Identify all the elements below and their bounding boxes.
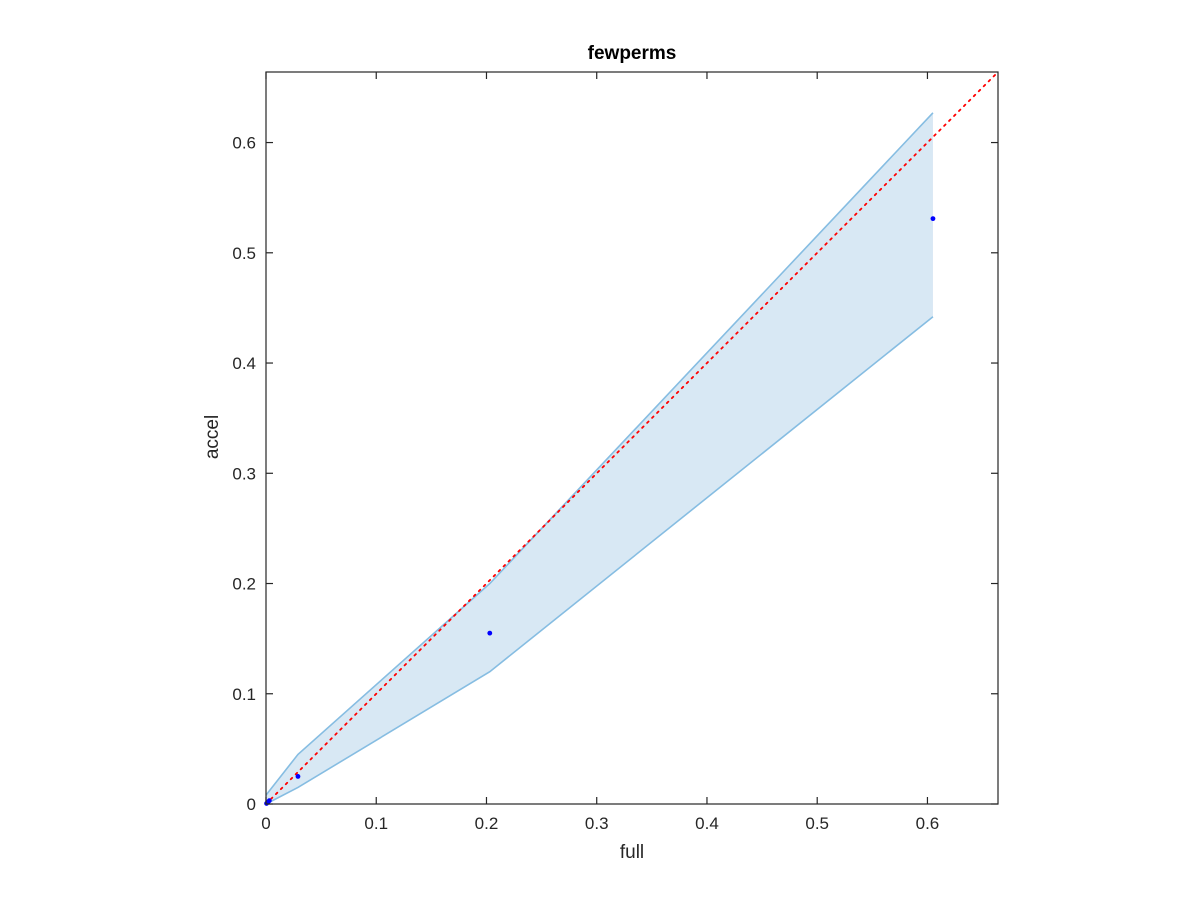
- x-tick-label: 0.6: [916, 814, 940, 833]
- data-point: [295, 774, 301, 779]
- data-point: [266, 798, 272, 804]
- x-tick-label: 0.3: [585, 814, 609, 833]
- x-tick-label: 0: [261, 814, 270, 833]
- axes-box: [265, 71, 999, 805]
- x-tick-label: 0.4: [695, 814, 719, 833]
- y-tick-label: 0.2: [232, 575, 256, 594]
- x-tick-label: 0.2: [475, 814, 499, 833]
- x-axis-label: full: [620, 842, 644, 863]
- chart-title: fewperms: [588, 43, 677, 64]
- data-point: [930, 216, 936, 222]
- reference-line: [265, 71, 999, 805]
- y-tick-label: 0.5: [232, 244, 256, 263]
- y-axis-label: accel: [202, 415, 223, 459]
- band-fill: [266, 112, 933, 804]
- y-tick-label: 0.1: [232, 685, 256, 704]
- plot-area: [264, 71, 999, 806]
- x-tick-label: 0.5: [805, 814, 829, 833]
- band-upper-edge: [265, 112, 934, 796]
- x-tick-label: 0.1: [364, 814, 388, 833]
- axes: 0 0.1 0.2 0.3 0.4 0.5 0.6 0 0.1 0.2 0.3 0.4 0.5 0.6: [232, 71, 999, 833]
- band-lower-edge: [265, 316, 934, 805]
- data-point: [487, 630, 493, 636]
- y-tick-label: 0.4: [232, 354, 256, 373]
- y-tick-label: 0: [247, 795, 256, 814]
- y-tick-label: 0.3: [232, 464, 256, 483]
- y-tick-label: 0.6: [232, 134, 256, 153]
